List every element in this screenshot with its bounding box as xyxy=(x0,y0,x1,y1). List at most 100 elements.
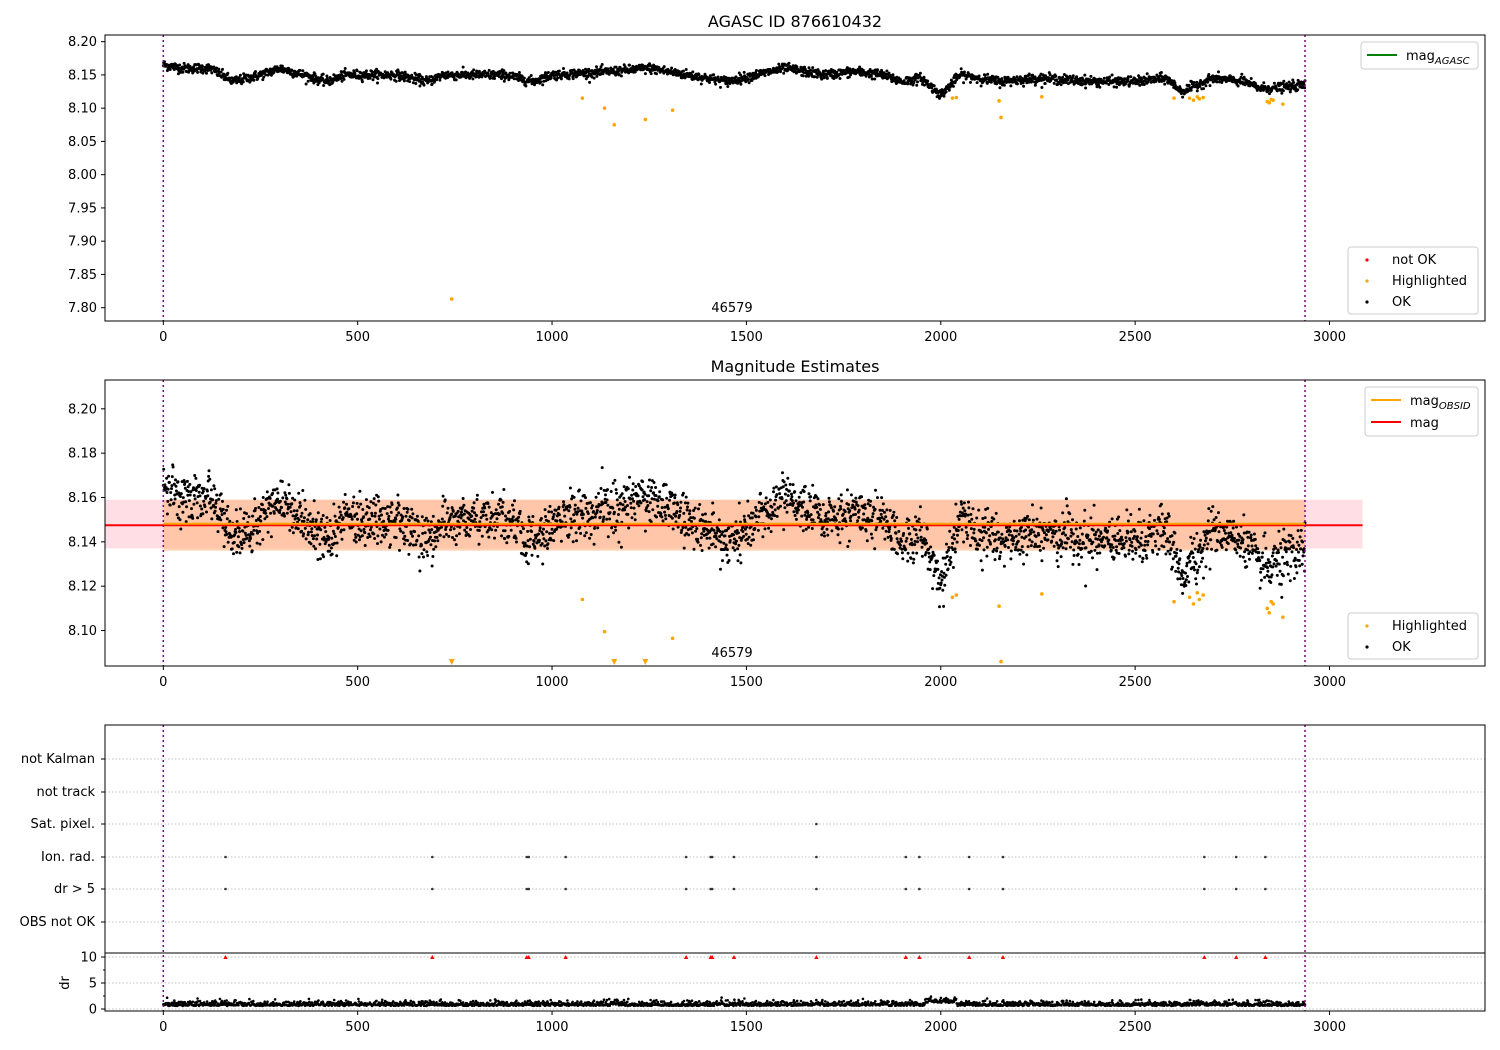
estimates-ok-point xyxy=(567,533,571,537)
estimates-ok-point xyxy=(376,534,380,538)
estimates-ok-point xyxy=(927,551,931,555)
estimates-ok-point xyxy=(996,530,1000,534)
agasc-xtick-label: 1500 xyxy=(730,330,763,345)
agasc-ok-point xyxy=(269,73,273,77)
agasc-ok-point xyxy=(1002,83,1006,87)
estimates-ok-point xyxy=(699,543,702,547)
agasc-ok-point xyxy=(1192,81,1196,84)
estimates-ok-point xyxy=(373,537,377,540)
estimates-ok-point xyxy=(555,519,559,523)
agasc-ok-point xyxy=(252,78,256,82)
estimates-ok-point xyxy=(928,568,932,572)
estimates-ok-point xyxy=(832,509,835,513)
estimates-ok-point xyxy=(902,532,906,535)
estimates-ok-point xyxy=(235,520,239,523)
agasc-ok-point xyxy=(376,81,379,85)
estimates-ok-point xyxy=(225,517,229,521)
estimates-ok-point xyxy=(536,554,540,558)
estimates-ok-point xyxy=(289,510,293,514)
estimates-ok-point xyxy=(541,562,545,566)
estimates-ok-point xyxy=(952,533,956,537)
estimates-ok-point xyxy=(166,487,170,491)
estimates-ok-point xyxy=(550,510,554,514)
estimates-ok-point xyxy=(169,498,173,502)
agasc-ok-point xyxy=(617,69,620,73)
estimates-ok-point xyxy=(265,490,269,494)
estimates-ok-point xyxy=(816,516,820,520)
estimates-ok-point xyxy=(337,505,341,509)
estimates-ok-point xyxy=(719,540,723,544)
estimates-ok-point xyxy=(848,509,852,513)
estimates-ok-point xyxy=(165,491,169,494)
estimates-ok-point xyxy=(196,516,200,520)
estimates-ok-point xyxy=(588,536,592,540)
estimates-ok-point xyxy=(824,514,828,518)
agasc-ok-point xyxy=(1110,73,1114,77)
estimates-ok-point xyxy=(825,527,829,531)
estimates-ok-point xyxy=(809,495,813,499)
agasc-ok-point xyxy=(595,74,599,78)
estimates-ok-point xyxy=(790,492,793,496)
agasc-ok-point xyxy=(522,76,526,80)
estimates-ok-point xyxy=(646,485,650,489)
estimates-ok-point xyxy=(939,581,943,585)
agasc-ok-point xyxy=(944,90,948,94)
estimates-ok-point xyxy=(838,541,842,545)
estimates-ok-point xyxy=(501,500,505,504)
estimates-ok-point xyxy=(275,487,279,491)
estimates-ok-point xyxy=(817,513,821,517)
estimates-ok-point xyxy=(692,547,696,551)
estimates-ok-point xyxy=(993,558,997,562)
estimates-ok-point xyxy=(441,504,445,508)
estimates-ok-point xyxy=(1014,545,1018,549)
estimates-ok-point xyxy=(461,497,465,500)
estimates-ok-point xyxy=(606,535,610,539)
estimates-ok-point xyxy=(314,547,317,551)
estimates-ok-point xyxy=(652,481,656,484)
estimates-ok-point xyxy=(260,503,264,507)
estimates-ok-point xyxy=(495,517,499,521)
estimates-ok-point xyxy=(234,530,238,534)
estimates-ok-point xyxy=(210,517,214,521)
estimates-ok-point xyxy=(166,499,170,503)
estimates-ok-point xyxy=(236,535,240,539)
estimates-ytick-label: 8.14 xyxy=(68,535,97,550)
estimates-ok-point xyxy=(619,545,623,549)
estimates-ok-point xyxy=(554,508,558,512)
estimates-ok-point xyxy=(357,505,361,509)
estimates-ok-point xyxy=(732,533,736,537)
estimates-ok-point xyxy=(238,551,242,555)
estimates-ok-point xyxy=(1009,557,1013,561)
estimates-ok-point xyxy=(702,529,706,533)
agasc-ok-point xyxy=(1084,86,1088,90)
agasc-ok-point xyxy=(776,70,780,74)
estimates-ok-point xyxy=(682,546,686,550)
estimates-ok-point xyxy=(868,504,872,507)
estimates-ok-point xyxy=(234,528,237,531)
agasc-ok-point xyxy=(869,74,873,78)
estimates-ok-point xyxy=(685,508,689,512)
estimates-ok-point xyxy=(293,498,297,502)
estimates-ok-point xyxy=(242,541,246,545)
agasc-ok-point xyxy=(787,61,791,65)
estimates-ok-point xyxy=(417,555,421,559)
estimates-ok-point xyxy=(700,532,704,536)
estimates-ok-point xyxy=(588,501,592,505)
estimates-ok-point xyxy=(869,532,873,536)
estimates-ok-point xyxy=(652,491,656,495)
estimates-ok-point xyxy=(384,532,388,536)
estimates-ok-point xyxy=(940,578,944,582)
estimates-ok-point xyxy=(548,504,552,508)
estimates-ok-point xyxy=(954,502,958,506)
agasc-ok-point xyxy=(977,74,981,78)
estimates-ok-point xyxy=(184,500,188,504)
estimates-ok-point xyxy=(656,504,660,508)
estimates-ok-point xyxy=(546,547,549,550)
estimates-ok-point xyxy=(311,537,315,541)
estimates-ok-point xyxy=(960,502,964,506)
estimates-ok-point xyxy=(528,545,532,549)
agasc-ok-point xyxy=(282,70,286,74)
estimates-ok-point xyxy=(731,546,735,550)
estimates-ok-point xyxy=(537,532,541,536)
estimates-ok-point xyxy=(659,512,663,516)
